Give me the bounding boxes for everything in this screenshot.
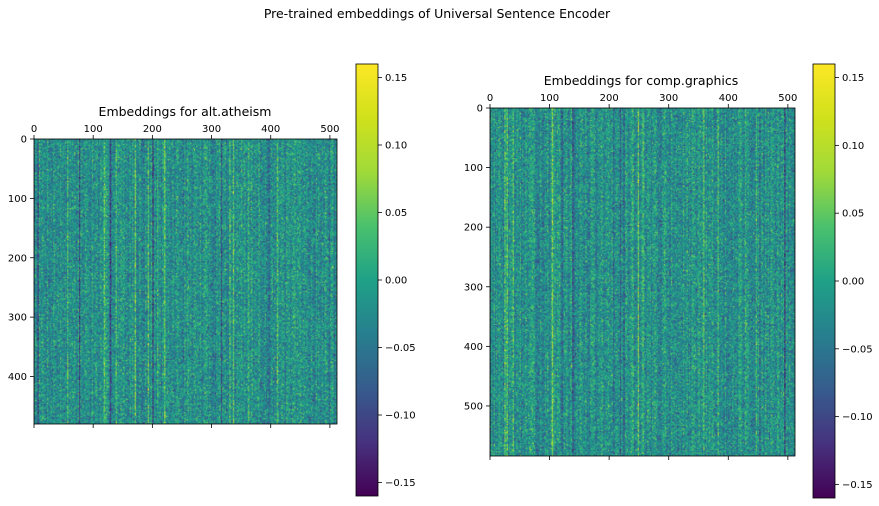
y-tick-label: 100 — [464, 163, 483, 174]
x-tick-label: 300 — [202, 124, 221, 135]
y-tick-label: 400 — [8, 372, 27, 383]
colorbar-tick-label: 0.15 — [385, 73, 407, 84]
x-tick-label: 200 — [143, 124, 162, 135]
colorbar-tick-label: 0.10 — [385, 141, 407, 152]
heatmap-panel-comp-graphics: Embeddings for comp.graphics 0 100 200 300 4… — [464, 63, 873, 499]
x-tick-label: 500 — [778, 93, 797, 104]
x-tick-label: 400 — [719, 93, 738, 104]
colorbar-tick-label: 0.00 — [842, 277, 864, 288]
x-tick-label: 400 — [261, 124, 280, 135]
x-axis-ticks: 0 100 200 300 400 500 — [487, 93, 797, 460]
colorbar-ticks: 0.15 0.10 0.05 0.00 −0.05 −0.10 −0.15 — [378, 73, 416, 489]
chart-title: Embeddings for comp.graphics — [544, 73, 739, 88]
colorbar-tick-label: 0.00 — [385, 276, 407, 287]
colorbar-tick-label: 0.10 — [842, 141, 864, 152]
y-tick-label: 0 — [21, 135, 27, 146]
chart-title: Embeddings for alt.atheism — [99, 104, 272, 119]
colorbar-tick-label: −0.10 — [385, 411, 416, 422]
y-tick-label: 0 — [477, 104, 483, 115]
plot-frame — [33, 138, 338, 425]
y-tick-label: 400 — [464, 342, 483, 353]
figure-title: Pre-trained embeddings of Universal Sent… — [264, 6, 611, 21]
heatmap-panel-alt-atheism: Embeddings for alt.atheism 0 100 200 300 400… — [8, 63, 416, 497]
y-axis-ticks: 0 100 200 300 400 500 — [464, 104, 490, 412]
heatmap-image — [34, 139, 337, 424]
heatmap-image — [490, 108, 795, 456]
colorbar-tick-label: 0.05 — [842, 209, 864, 220]
colorbar — [355, 63, 379, 497]
x-axis-ticks: 0 100 200 300 400 500 — [31, 124, 339, 428]
y-tick-label: 300 — [8, 313, 27, 324]
y-tick-label: 300 — [464, 282, 483, 293]
y-axis-ticks: 0 100 200 300 400 — [8, 135, 34, 383]
x-tick-label: 500 — [320, 124, 339, 135]
y-tick-label: 100 — [8, 194, 27, 205]
colorbar-tick-label: −0.15 — [842, 480, 873, 491]
colorbar-tick-label: 0.15 — [842, 73, 864, 84]
x-tick-label: 100 — [84, 124, 103, 135]
plot-frame — [489, 107, 796, 457]
x-tick-label: 100 — [540, 93, 559, 104]
x-tick-label: 0 — [487, 93, 493, 104]
x-tick-label: 0 — [31, 124, 37, 135]
colorbar-tick-label: −0.15 — [385, 478, 416, 489]
x-tick-label: 200 — [600, 93, 619, 104]
x-tick-label: 300 — [659, 93, 678, 104]
colorbar-tick-label: −0.10 — [842, 412, 873, 423]
y-tick-label: 200 — [8, 253, 27, 264]
colorbar — [812, 63, 836, 499]
colorbar-tick-label: −0.05 — [385, 343, 416, 354]
y-tick-label: 500 — [464, 401, 483, 412]
colorbar-ticks: 0.15 0.10 0.05 0.00 −0.05 −0.10 −0.15 — [835, 73, 873, 491]
colorbar-tick-label: 0.05 — [385, 208, 407, 219]
colorbar-tick-label: −0.05 — [842, 344, 873, 355]
y-tick-label: 200 — [464, 223, 483, 234]
